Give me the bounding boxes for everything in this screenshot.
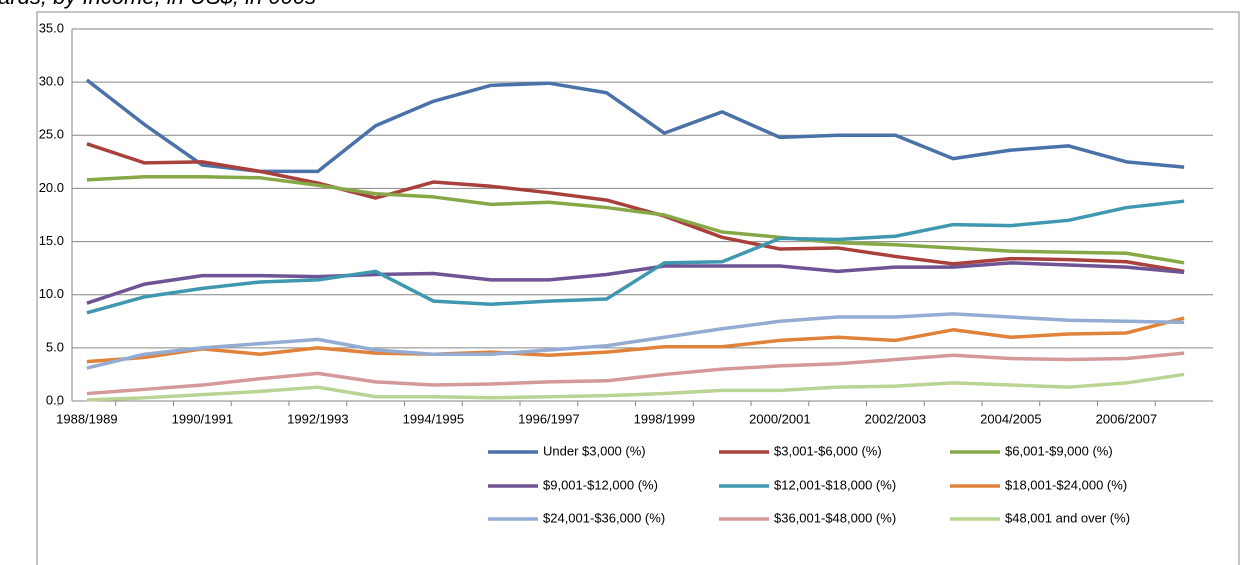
- series-line: [86, 316, 1185, 364]
- legend-label: $48,001 and over (%): [1005, 510, 1130, 525]
- series-line: [86, 199, 1185, 315]
- legend-label: $9,001-$12,000 (%): [543, 477, 658, 492]
- series-line: [85, 78, 1185, 174]
- y-tick-label: 30.0: [39, 74, 64, 89]
- y-tick-label: 0.0: [46, 392, 64, 407]
- x-tick-label: 1994/1995: [403, 411, 464, 426]
- y-tick-label: 15.0: [39, 233, 64, 248]
- x-tick-label: 2002/2003: [865, 411, 926, 426]
- y-tick-label: 10.0: [39, 286, 64, 301]
- x-tick-label: 2000/2001: [749, 411, 810, 426]
- series-line: [86, 142, 1185, 274]
- x-tick-label: 2006/2007: [1096, 411, 1157, 426]
- legend-label: Under $3,000 (%): [543, 443, 646, 458]
- chart-frame: [36, 11, 1240, 565]
- x-tick-label: 1998/1999: [634, 411, 695, 426]
- legend-label: $36,001-$48,000 (%): [774, 510, 896, 525]
- y-tick-label: 5.0: [46, 339, 64, 354]
- x-tick-label: 1996/1997: [518, 411, 579, 426]
- y-tick-label: 20.0: [39, 180, 64, 195]
- legend-label: $18,001-$24,000 (%): [1005, 477, 1127, 492]
- x-tick-label: 1988/1989: [56, 411, 117, 426]
- x-tick-label: 1992/1993: [287, 411, 348, 426]
- y-tick-label: 25.0: [39, 127, 64, 142]
- series-line: [86, 261, 1185, 305]
- legend-label: $3,001-$6,000 (%): [774, 443, 882, 458]
- series-line: [86, 351, 1185, 396]
- series-line: [86, 372, 1185, 402]
- legend-label: $24,001-$36,000 (%): [543, 510, 665, 525]
- series-line: [86, 174, 1185, 265]
- series-line: [86, 312, 1185, 370]
- y-tick-label: 35.0: [39, 20, 64, 35]
- chart-title: awards, by Income, in US$, in 000s: [0, 0, 316, 9]
- legend-label: $12,001-$18,000 (%): [774, 477, 896, 492]
- x-tick-label: 1990/1991: [172, 411, 233, 426]
- x-tick-label: 2004/2005: [980, 411, 1041, 426]
- legend-label: $6,001-$9,000 (%): [1005, 443, 1113, 458]
